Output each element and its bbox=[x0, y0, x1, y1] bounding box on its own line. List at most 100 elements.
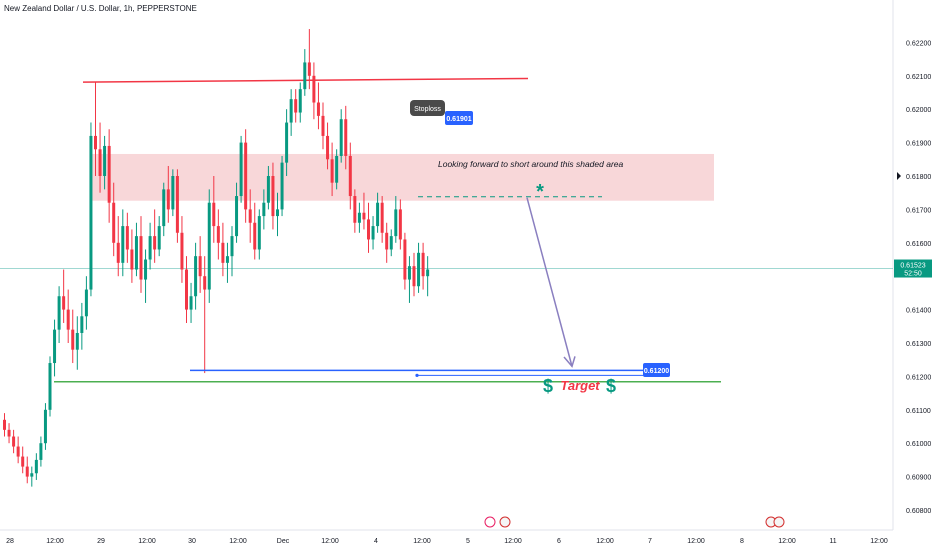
candle-body bbox=[180, 232, 184, 270]
candle-body bbox=[185, 269, 188, 310]
candle-body bbox=[221, 242, 225, 263]
candle-body bbox=[43, 409, 47, 444]
candle-body bbox=[212, 202, 216, 227]
candle-body bbox=[412, 266, 416, 287]
candle-body bbox=[80, 316, 84, 333]
candle-body bbox=[162, 189, 166, 227]
candle-body bbox=[394, 209, 398, 237]
candle-body bbox=[298, 89, 302, 113]
candle-body bbox=[171, 176, 175, 210]
candle-body bbox=[157, 226, 161, 250]
candle-body bbox=[148, 236, 152, 260]
stoploss-label: Stoploss bbox=[414, 106, 441, 113]
time-tick-label: 8 bbox=[740, 538, 744, 545]
candle-body bbox=[403, 239, 407, 280]
candle-body bbox=[175, 176, 179, 233]
candle-body bbox=[89, 135, 93, 290]
candle-body bbox=[153, 236, 157, 250]
candle-body bbox=[121, 226, 125, 263]
time-tick-label: 12:00 bbox=[46, 538, 64, 545]
candle-body bbox=[225, 256, 229, 263]
candle-body bbox=[62, 296, 66, 310]
asterisk-mark: * bbox=[536, 181, 544, 203]
time-tick-label: 12:00 bbox=[596, 538, 614, 545]
price-tick-label: 0.61400 bbox=[906, 308, 931, 315]
candle-body bbox=[30, 473, 34, 477]
candle-body bbox=[303, 62, 307, 90]
target-price-badge bbox=[643, 363, 670, 377]
candle-body bbox=[84, 289, 88, 317]
price-tick-label: 0.60800 bbox=[906, 508, 931, 515]
candle-body bbox=[194, 256, 198, 297]
arrow-head bbox=[563, 356, 576, 368]
time-tick-label: 28 bbox=[6, 538, 14, 545]
candle-body bbox=[248, 209, 252, 223]
candle-body bbox=[285, 122, 289, 163]
time-tick-label: 5 bbox=[466, 538, 470, 545]
event-flash-icon[interactable] bbox=[484, 516, 496, 528]
last-price-value: 0.61523 bbox=[900, 263, 925, 270]
us-flag-icon[interactable] bbox=[499, 516, 511, 528]
stoploss-badge bbox=[410, 100, 445, 116]
candle-body bbox=[257, 216, 261, 250]
us-flag-icon[interactable] bbox=[773, 516, 785, 528]
price-tick-label: 0.60900 bbox=[906, 475, 931, 482]
candle-body bbox=[371, 226, 375, 240]
candle-body bbox=[253, 222, 257, 250]
candle-body bbox=[98, 149, 102, 176]
candle-body bbox=[326, 135, 330, 160]
time-tick-label: 12:00 bbox=[321, 538, 339, 545]
candle-body bbox=[16, 446, 20, 457]
candle-body bbox=[7, 429, 11, 437]
candle-body bbox=[12, 436, 16, 447]
candle-body bbox=[271, 176, 275, 217]
candle-body bbox=[235, 196, 239, 237]
candle-body bbox=[130, 249, 134, 270]
candle-body bbox=[25, 466, 29, 477]
candle-body bbox=[39, 443, 43, 460]
chart-title: New Zealand Dollar / U.S. Dollar, 1h, PE… bbox=[4, 4, 197, 13]
candle-body bbox=[144, 259, 148, 280]
candle-body bbox=[75, 332, 79, 350]
candle-body bbox=[294, 99, 298, 113]
candle-body bbox=[262, 202, 266, 217]
candle-body bbox=[276, 209, 279, 217]
target-line-anchor bbox=[415, 373, 419, 377]
candle-body bbox=[21, 456, 25, 467]
price-tick-label: 0.61800 bbox=[906, 174, 931, 181]
candle-body bbox=[316, 102, 320, 116]
candle-body bbox=[134, 236, 138, 270]
candle-body bbox=[307, 62, 311, 76]
candle-body bbox=[376, 202, 380, 227]
candle-body bbox=[312, 75, 316, 103]
time-tick-label: 12:00 bbox=[504, 538, 522, 545]
candle-body bbox=[198, 256, 202, 277]
time-tick-label: 29 bbox=[97, 538, 105, 545]
candle-body bbox=[280, 162, 284, 210]
candle-body bbox=[230, 236, 234, 257]
candle-body bbox=[116, 242, 120, 263]
price-tick-label: 0.61000 bbox=[906, 441, 931, 448]
last-price-badge bbox=[894, 259, 932, 278]
time-tick-label: 30 bbox=[188, 538, 196, 545]
candle-body bbox=[57, 296, 61, 330]
candle-body bbox=[53, 329, 57, 364]
candle-body bbox=[289, 99, 293, 123]
time-tick-label: 12:00 bbox=[413, 538, 431, 545]
candle-body bbox=[407, 266, 411, 280]
projection-arrow bbox=[526, 197, 573, 367]
time-tick-label: 6 bbox=[557, 538, 561, 545]
stoploss-price: 0.61901 bbox=[446, 116, 471, 123]
dollar-icon-left: $ bbox=[543, 376, 553, 396]
candle-body bbox=[94, 135, 97, 150]
target-price: 0.61200 bbox=[644, 368, 669, 375]
candle-body bbox=[344, 119, 348, 156]
candle-body bbox=[189, 296, 193, 310]
candle-body bbox=[367, 219, 370, 240]
candle-body bbox=[380, 202, 384, 233]
time-tick-label: 12:00 bbox=[229, 538, 247, 545]
candle-body bbox=[421, 252, 425, 277]
price-tick-label: 0.61200 bbox=[906, 374, 931, 381]
candle-body bbox=[348, 155, 352, 197]
